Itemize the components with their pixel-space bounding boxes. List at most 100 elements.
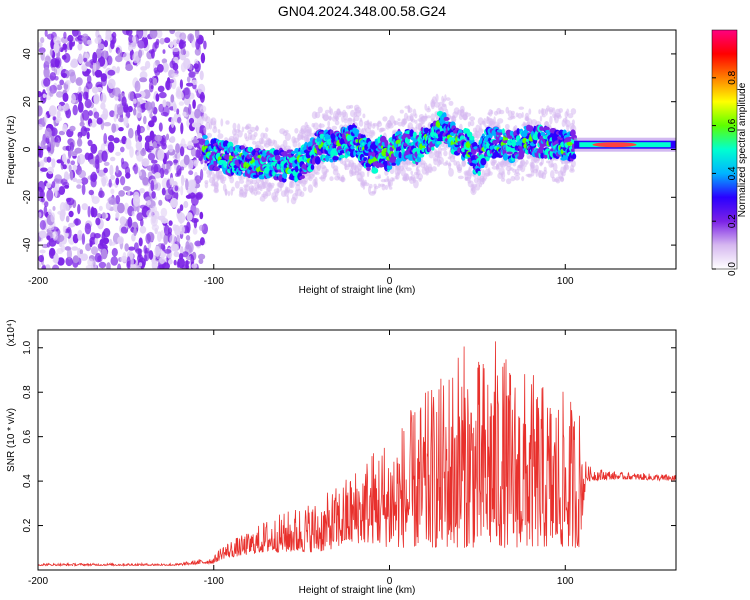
top-y-tick-label: -40 xyxy=(22,237,33,252)
noise-speck xyxy=(173,259,177,266)
ridge-halo xyxy=(469,120,475,127)
ridge-mark xyxy=(516,128,520,135)
noise-speck xyxy=(131,210,135,217)
noise-speck xyxy=(117,263,122,269)
ridge-halo xyxy=(504,123,510,130)
ridge-halo xyxy=(284,132,291,141)
noise-speck xyxy=(83,91,89,100)
noise-speck xyxy=(69,170,74,181)
noise-speck xyxy=(72,164,78,171)
noise-speck xyxy=(62,92,69,103)
noise-speck xyxy=(161,142,167,150)
ridge-halo xyxy=(444,94,447,102)
noise-speck xyxy=(174,224,181,236)
ridge-halo xyxy=(272,195,279,203)
ridge-halo xyxy=(249,126,256,132)
ridge-halo xyxy=(482,176,488,180)
ridge-halo xyxy=(476,134,480,139)
noise-speck xyxy=(100,73,108,82)
colorbar-tick-label: 0.2 xyxy=(727,214,738,228)
noise-speck xyxy=(87,258,94,267)
ridge-mark xyxy=(386,164,393,170)
noise-speck xyxy=(188,103,192,115)
noise-speck xyxy=(148,250,154,260)
ridge-halo xyxy=(206,132,212,138)
ridge-halo xyxy=(510,115,516,120)
noise-speck xyxy=(77,94,82,102)
noise-speck xyxy=(50,212,56,223)
ridge-halo xyxy=(549,115,553,125)
noise-speck xyxy=(154,172,161,179)
snr-frame xyxy=(37,329,677,571)
noise-speck xyxy=(170,197,178,209)
noise-speck xyxy=(90,143,98,154)
ridge-halo xyxy=(490,110,494,115)
noise-speck xyxy=(94,37,102,45)
ridge-halo xyxy=(347,117,353,126)
noise-speck xyxy=(139,77,148,83)
noise-speck xyxy=(38,145,42,157)
ridge-halo xyxy=(469,172,472,178)
noise-speck xyxy=(65,108,71,119)
noise-speck xyxy=(86,39,93,45)
noise-speck xyxy=(93,233,101,239)
noise-speck xyxy=(70,160,76,166)
noise-speck xyxy=(83,57,88,63)
ridge-halo xyxy=(299,191,305,198)
ridge-halo xyxy=(480,129,484,133)
noise-speck xyxy=(155,93,160,102)
ridge-halo xyxy=(314,181,318,188)
noise-speck xyxy=(157,148,165,161)
noise-speck xyxy=(151,224,160,231)
ridge-halo xyxy=(217,129,221,134)
noise-speck xyxy=(125,64,133,71)
ridge-mark xyxy=(240,145,245,150)
noise-speck xyxy=(38,180,45,193)
noise-speck xyxy=(142,30,148,38)
ridge-halo xyxy=(571,119,576,126)
ridge-halo xyxy=(329,176,334,182)
bottom-y-tick-label: 0.2 xyxy=(22,518,33,532)
noise-speck xyxy=(139,225,147,234)
ridge-halo xyxy=(414,119,418,124)
ridge-halo xyxy=(329,108,334,116)
ridge-mark xyxy=(395,131,403,136)
ridge-halo xyxy=(461,159,466,167)
noise-speck xyxy=(152,106,158,115)
ridge-halo xyxy=(227,190,231,197)
noise-speck xyxy=(47,166,54,175)
noise-speck xyxy=(117,202,125,214)
ridge-halo xyxy=(424,113,427,121)
ridge-peak xyxy=(522,137,527,144)
ridge-mark xyxy=(213,166,221,172)
noise-speck xyxy=(70,149,74,157)
noise-speck xyxy=(103,133,108,145)
noise-speck xyxy=(52,116,56,121)
noise-speck xyxy=(60,209,66,218)
noise-speck xyxy=(46,182,52,189)
noise-speck xyxy=(110,39,115,50)
noise-speck xyxy=(50,57,59,68)
ridge-mark xyxy=(350,145,355,150)
ridge-halo xyxy=(445,97,451,101)
noise-speck xyxy=(38,261,41,269)
ridge-halo xyxy=(430,113,436,122)
noise-speck xyxy=(125,172,131,179)
noise-speck xyxy=(171,47,180,52)
noise-speck xyxy=(169,30,176,35)
noise-speck xyxy=(39,190,45,199)
top-y-tick-label: 40 xyxy=(22,48,33,60)
ridge-halo xyxy=(314,111,321,119)
noise-speck xyxy=(203,40,207,50)
ridge-halo xyxy=(552,107,556,114)
ridge-halo xyxy=(410,170,414,175)
ridge-halo xyxy=(358,119,364,127)
noise-speck xyxy=(65,80,71,85)
noise-speck xyxy=(118,190,125,197)
noise-speck xyxy=(98,190,105,198)
noise-speck xyxy=(194,175,202,184)
ridge-halo xyxy=(447,163,452,167)
noise-speck xyxy=(71,246,79,251)
noise-speck xyxy=(191,159,200,164)
noise-speck xyxy=(42,264,46,269)
